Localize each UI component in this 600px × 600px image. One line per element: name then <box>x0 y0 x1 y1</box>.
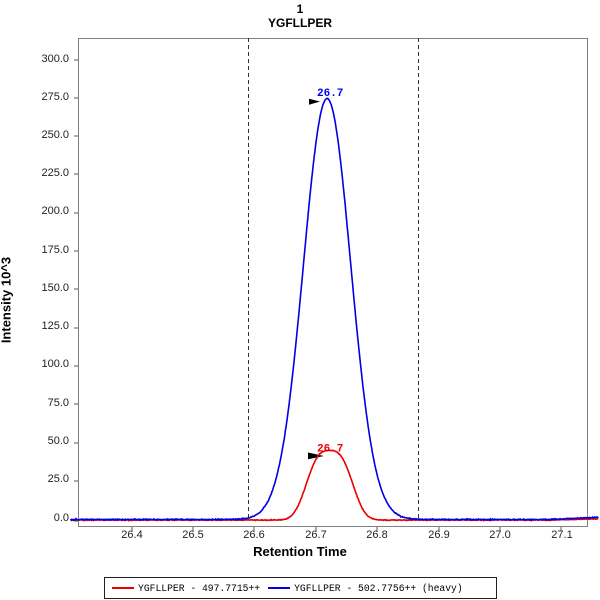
svg-text:26.7: 26.7 <box>317 88 343 100</box>
